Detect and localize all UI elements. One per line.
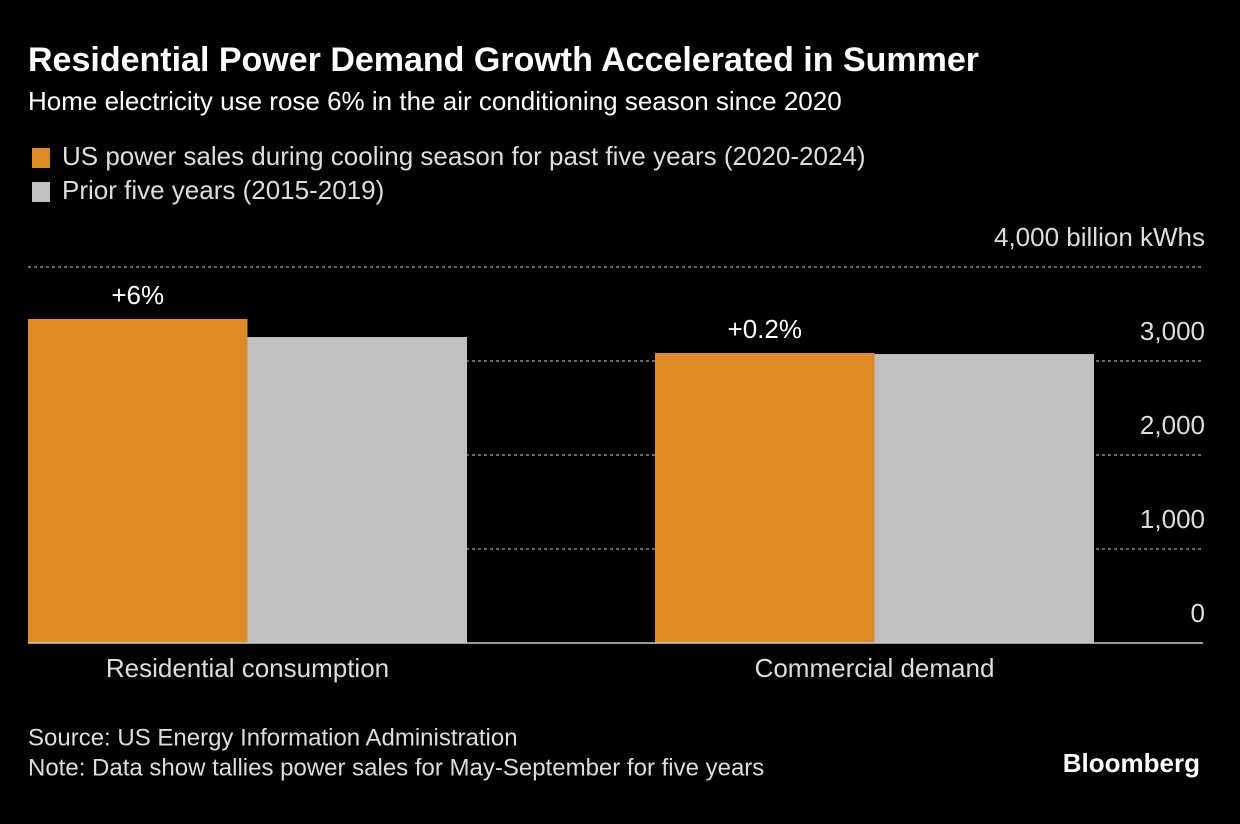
- y-tick-label: 1,000: [1140, 504, 1205, 534]
- legend-swatch: [32, 148, 50, 168]
- x-tick-label: Residential consumption: [106, 653, 389, 683]
- y-tick-label: 2,000: [1140, 410, 1205, 440]
- legend-label: US power sales during cooling season for…: [62, 141, 866, 171]
- bar: [247, 337, 467, 643]
- legend-label: Prior five years (2015-2019): [62, 175, 384, 205]
- annotation: +0.2%: [728, 314, 802, 344]
- bar: [655, 353, 875, 643]
- bar: [28, 318, 248, 643]
- y-tick-label: 4,000 billion kWhs: [994, 222, 1205, 252]
- chart-title: Residential Power Demand Growth Accelera…: [28, 41, 979, 79]
- x-tick-label: Commercial demand: [755, 653, 995, 683]
- legend-swatch: [32, 182, 50, 202]
- note: Note: Data show tallies power sales for …: [28, 754, 764, 781]
- annotation: +6%: [111, 280, 164, 310]
- y-tick-label: 0: [1191, 598, 1205, 628]
- brand: Bloomberg: [1063, 748, 1200, 778]
- source: Source: US Energy Information Administra…: [28, 724, 518, 751]
- chart-subtitle: Home electricity use rose 6% in the air …: [28, 86, 842, 116]
- bar: [874, 354, 1094, 643]
- y-tick-label: 3,000: [1140, 316, 1205, 346]
